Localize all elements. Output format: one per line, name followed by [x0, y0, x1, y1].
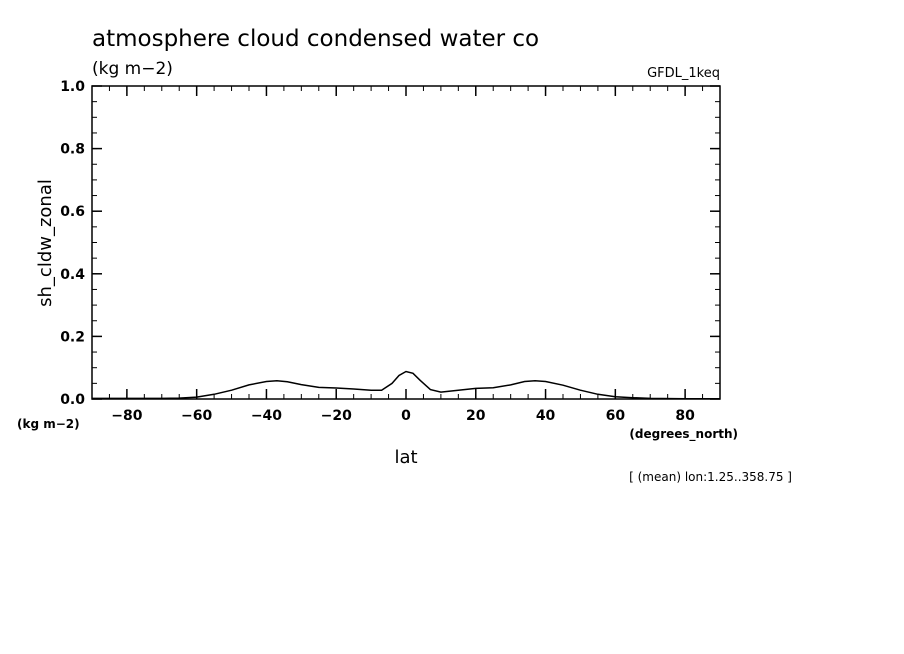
model-name: GFDL_1keq: [647, 66, 720, 81]
y-tick-label: 0.6: [60, 204, 85, 220]
x-axis-ticks: −80 −60 −40 −20 0 20 40 60 80: [91, 86, 721, 424]
x-tick-label: 80: [675, 408, 695, 424]
x-axis-units: (degrees_north): [629, 427, 738, 442]
plot-frame: [91, 85, 721, 400]
x-tick-label: −80: [111, 408, 142, 424]
x-tick-label: 40: [536, 408, 556, 424]
x-tick-label: −20: [321, 408, 352, 424]
averaging-note: [ (mean) lon:1.25..358.75 ]: [629, 470, 792, 484]
y-tick-label: 1.0: [60, 79, 85, 95]
chart-title: atmosphere cloud condensed water co: [92, 26, 539, 52]
x-axis-label: lat: [394, 447, 417, 468]
y-axis-ticks: 0.0 0.2 0.4 0.6 0.8 1.0: [60, 79, 720, 408]
x-tick-label: 20: [466, 408, 486, 424]
y-tick-label: 0.0: [60, 392, 85, 408]
x-tick-label: −60: [181, 408, 212, 424]
title-units: (kg m−2): [92, 59, 173, 79]
y-axis-label: sh_cldw_zonal: [35, 179, 56, 307]
y-tick-label: 0.2: [60, 329, 85, 345]
series-line: [92, 370, 720, 400]
y-tick-label: 0.8: [60, 142, 85, 158]
y-tick-label: 0.4: [60, 267, 85, 283]
x-tick-label: 0: [401, 408, 411, 424]
y-axis-units: (kg m−2): [17, 417, 80, 431]
x-tick-label: 60: [606, 408, 626, 424]
x-tick-label: −40: [251, 408, 282, 424]
